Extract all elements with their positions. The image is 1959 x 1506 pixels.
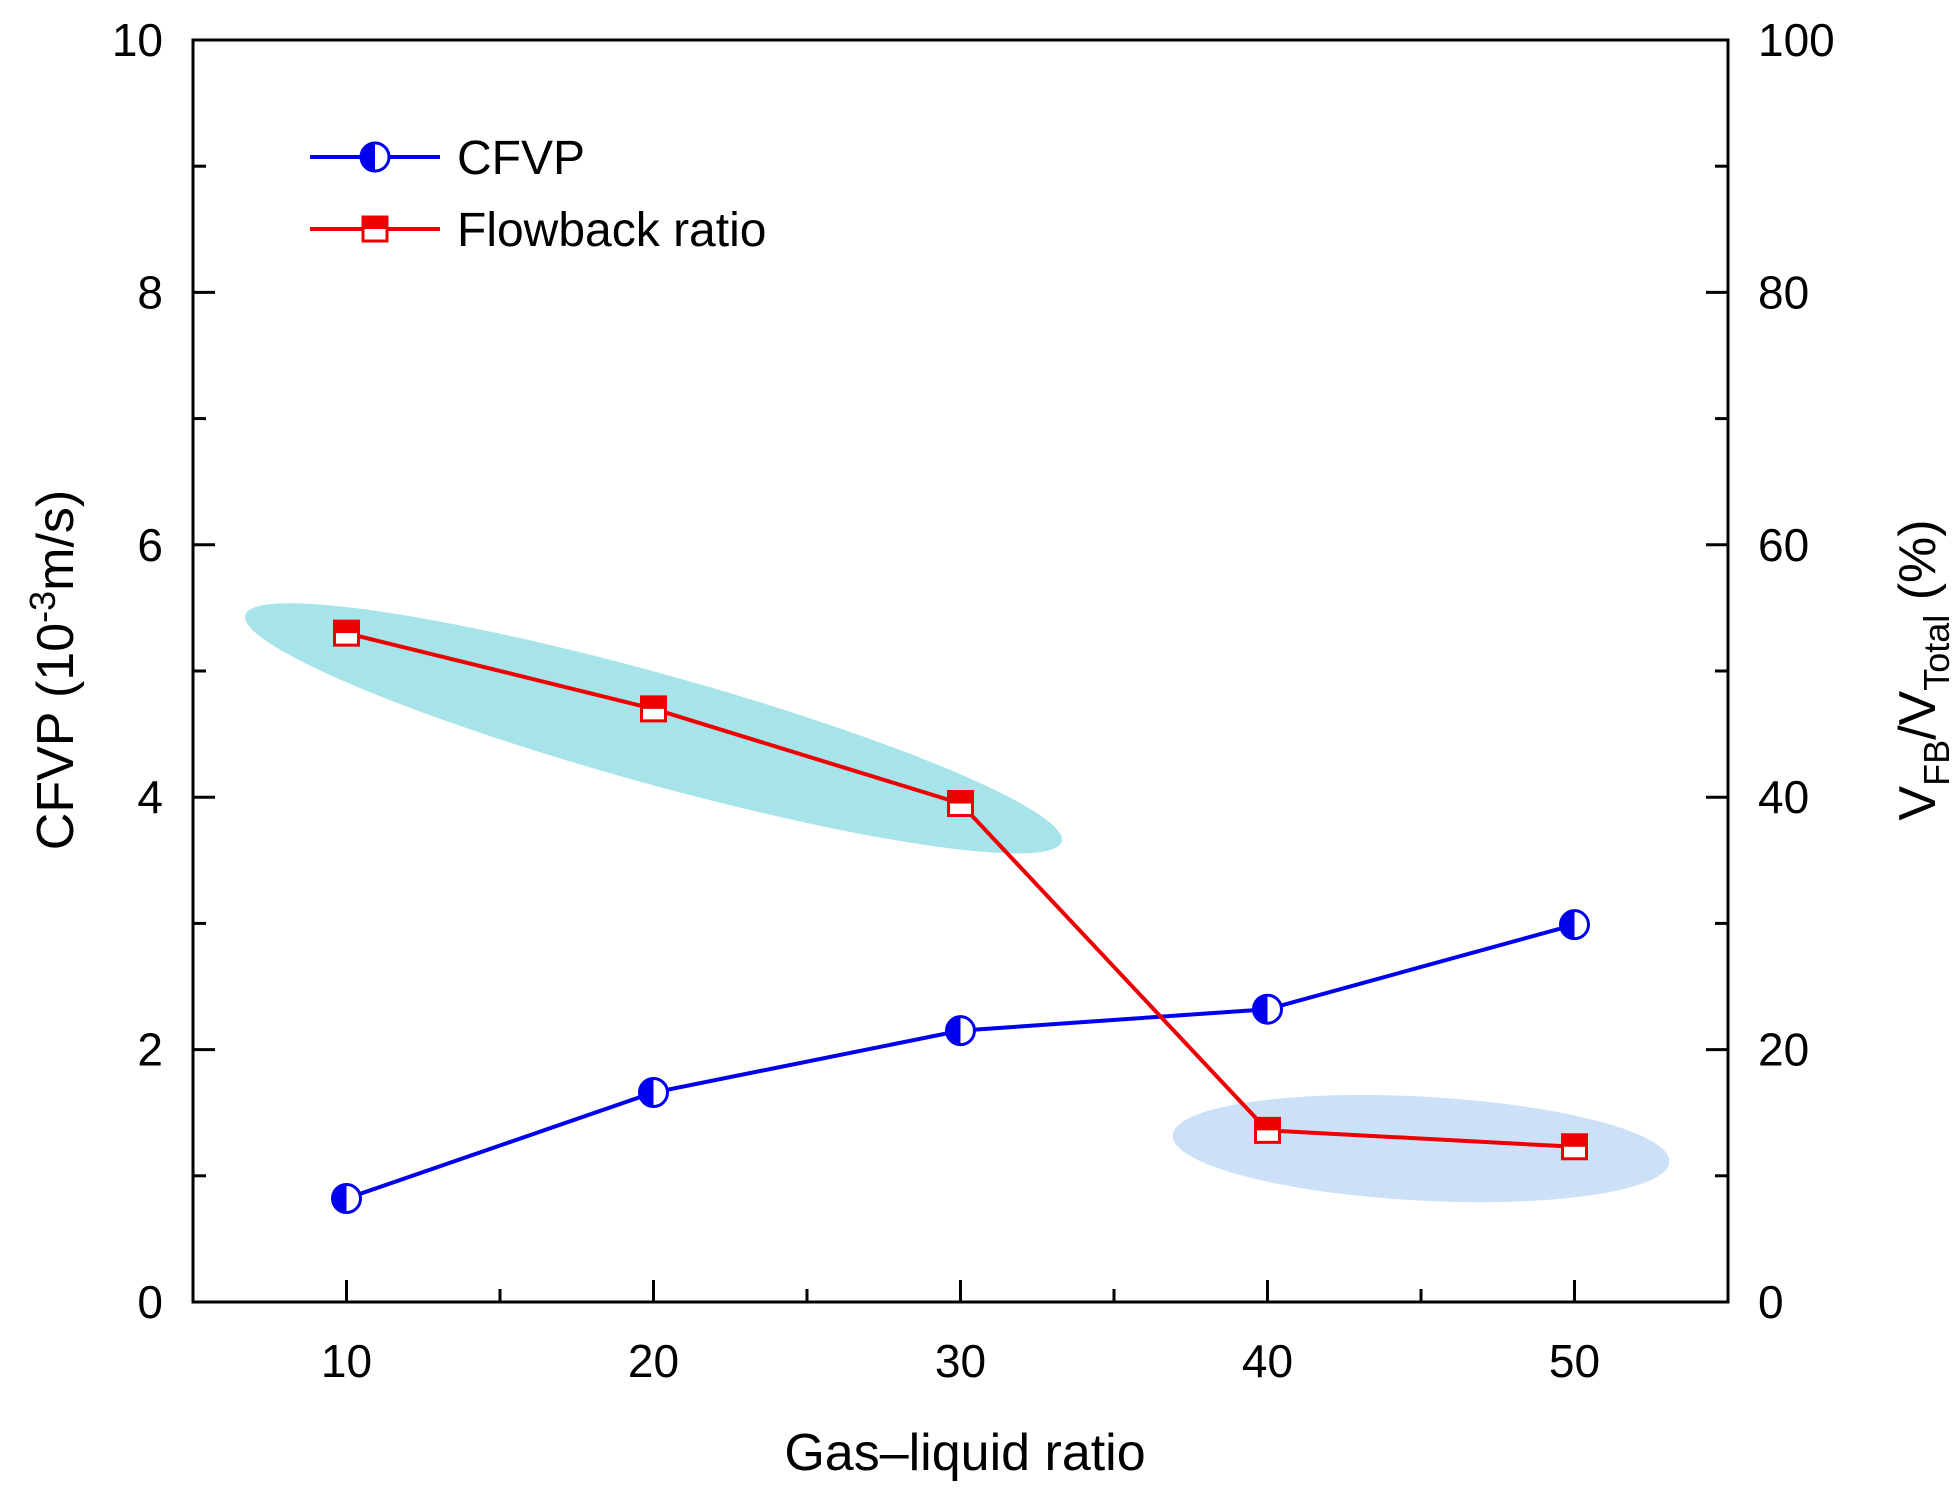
flowback-ratio-point [1561, 1133, 1588, 1161]
marker-fill [1562, 1134, 1587, 1147]
marker-fill [641, 696, 666, 709]
y-right-tick-label: 20 [1758, 1024, 1809, 1076]
flowback-ratio-point [947, 790, 974, 818]
y-right-tick-label: 80 [1758, 266, 1809, 318]
high-flowback-region [245, 603, 1062, 854]
legend-item-cfvp: CFVP [310, 132, 585, 185]
flowback-ratio-point [333, 619, 360, 647]
legend-marker [361, 215, 389, 243]
marker-fill [1560, 910, 1575, 939]
marker-fill [946, 1016, 961, 1045]
cfvp-point [331, 1183, 362, 1215]
x-tick-label: 10 [321, 1335, 372, 1387]
y-left-tick-label: 8 [137, 266, 163, 318]
x-axis-title: Gas–liquid ratio [784, 1424, 1145, 1482]
flowback-ratio-point [1254, 1116, 1281, 1144]
legend-label: CFVP [457, 132, 585, 185]
x-tick-label: 20 [628, 1335, 679, 1387]
y-left-tick-label: 0 [137, 1276, 163, 1328]
marker-fill [639, 1078, 654, 1107]
legend-label: Flowback ratio [457, 204, 766, 257]
y-left-tick-label: 10 [112, 14, 163, 66]
series-markers [331, 619, 1590, 1215]
marker-fill [332, 1184, 347, 1213]
cfvp-point [1559, 909, 1590, 941]
marker-fill [1253, 995, 1268, 1024]
y-right-tick-label: 40 [1758, 771, 1809, 823]
x-tick-label: 50 [1549, 1335, 1600, 1387]
x-tick-label: 30 [935, 1335, 986, 1387]
marker-fill [363, 217, 387, 229]
marker-fill [361, 143, 375, 171]
cfvp-point [945, 1015, 976, 1047]
x-tick-label: 40 [1242, 1335, 1293, 1387]
legend-marker [359, 141, 391, 173]
highlight-regions [245, 603, 1670, 1203]
legend-item-flowback-ratio: Flowback ratio [310, 204, 766, 257]
low-flowback-region [1172, 1094, 1670, 1203]
marker-fill [1255, 1118, 1280, 1131]
y-left-axis-title: CFVP (10-3m/s) [22, 490, 85, 850]
marker-fill [334, 621, 359, 634]
y-right-tick-label: 100 [1758, 14, 1835, 66]
y-left-tick-label: 6 [137, 519, 163, 571]
y-right-axis-title: VFB/VTotal (%) [1889, 519, 1957, 820]
y-right-tick-label: 0 [1758, 1276, 1784, 1328]
y-right-tick-label: 60 [1758, 519, 1809, 571]
cfvp-point [1252, 993, 1283, 1025]
cfvp-point [638, 1077, 669, 1109]
y-left-tick-label: 4 [137, 771, 163, 823]
y-left-tick-label: 2 [137, 1024, 163, 1076]
flowback-ratio-point [640, 695, 667, 723]
legend: CFVP Flowback ratio [310, 132, 766, 257]
marker-fill [948, 791, 973, 804]
